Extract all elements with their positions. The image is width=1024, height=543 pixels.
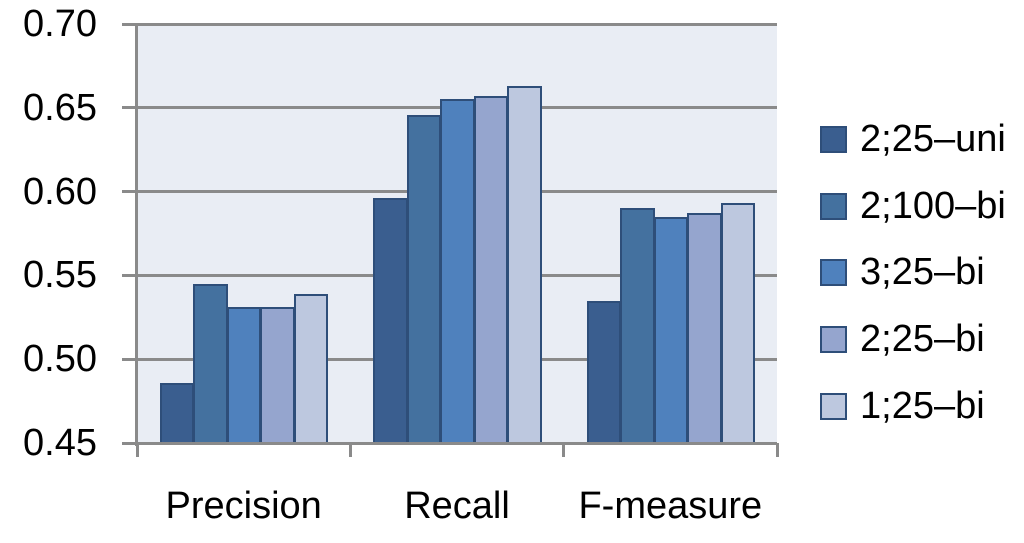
y-tick [122,22,137,26]
legend-label: 2;25–uni [860,118,1006,160]
legend-swatch-icon [820,326,847,354]
y-tick-label: 0.55 [23,254,97,297]
x-tick [562,443,566,457]
x-category-label: F-measure [578,485,763,527]
bar-precision-3-25-bi [226,307,262,444]
x-axis [122,442,777,445]
x-category-label: Recall [404,485,510,527]
legend-item: 2;100–bi [820,173,1006,239]
legend-item: 2;25–uni [820,107,1006,173]
bar-recall-2-100-bi [406,114,442,444]
y-tick [122,273,137,277]
y-tick-label: 0.45 [23,422,97,464]
y-tick-label: 0.60 [23,170,97,213]
x-tick [135,443,139,457]
x-category-label: Precision [165,485,322,527]
bar-recall-1-25-bi [507,86,542,444]
legend-swatch-icon [820,259,847,287]
legend-label: 1;25–bi [860,384,985,427]
legend-label: 2;25–bi [860,318,985,361]
y-tick [122,357,137,361]
legend-label: 3;25–bi [860,251,985,294]
bar-precision-1-25-bi [293,293,329,444]
legend-label: 2;100–bi [860,184,1006,227]
y-tick [122,190,137,194]
y-tick-label: 0.65 [23,86,97,129]
y-tick-label: 0.70 [23,3,97,45]
legend-item: 2;25–bi [820,307,985,373]
bar-f-measure-1-25-bi [720,203,756,444]
y-axis [135,24,138,446]
legend-item: 3;25–bi [820,240,985,306]
y-tick [122,441,137,445]
legend-swatch-icon [820,392,847,420]
gridline [137,22,777,26]
y-tick [122,106,137,110]
legend-item: 1;25–bi [820,373,985,439]
x-tick [348,443,352,457]
bar-recall-2-25-uni [373,198,408,444]
x-tick [775,443,779,457]
y-tick-label: 0.50 [23,338,97,381]
legend-swatch-icon [820,192,847,220]
legend-swatch-icon [820,126,847,153]
